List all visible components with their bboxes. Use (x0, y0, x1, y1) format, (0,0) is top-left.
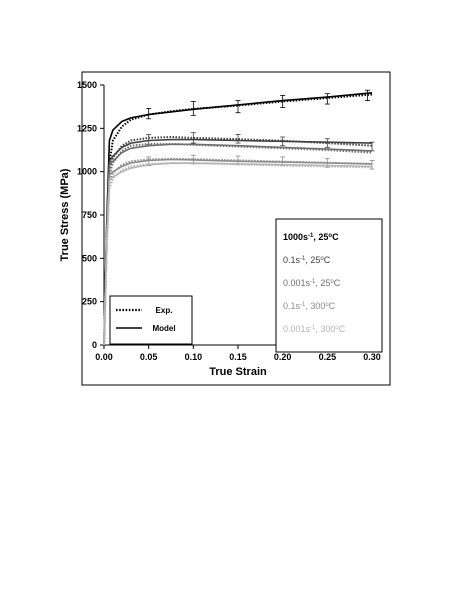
series-2-exp-line (103, 142, 373, 346)
y-tick-label: 1000 (77, 167, 97, 177)
series-1 (103, 132, 375, 346)
y-tick-label: 1500 (77, 80, 97, 90)
error-bar (235, 100, 241, 114)
x-tick-label: 0.00 (95, 352, 113, 362)
error-bar (190, 132, 196, 144)
error-bar (280, 95, 286, 108)
error-bar (146, 108, 152, 120)
x-tick-label: 0.25 (319, 352, 337, 362)
series-labels-box: 1000s-1, 25oC 0.1s-1, 25oC 0.001s-1, 25oC 0… (275, 218, 383, 353)
legend-model-label: Model (152, 324, 175, 333)
series-label-1: 0.1s-1, 25oC (283, 255, 331, 265)
y-tick-label: 1250 (77, 123, 97, 133)
series-4-exp-line (103, 161, 373, 346)
error-bar (280, 136, 286, 147)
legend: Exp. Model (109, 295, 193, 345)
plot-frame (81, 71, 391, 386)
series-2 (103, 142, 373, 346)
legend-box (109, 295, 193, 345)
series-label-2: 0.001s-1, 25oC (283, 278, 341, 288)
x-tick-label: 0.30 (363, 352, 381, 362)
series-labels-layer: 1000s-1, 25oC 0.1s-1, 25oC 0.001s-1, 25oC 0… (283, 232, 346, 334)
error-bar (324, 93, 330, 105)
error-bar (365, 89, 371, 101)
y-tick-label: 500 (82, 253, 97, 263)
x-tick-label: 0.15 (229, 352, 247, 362)
error-bar (324, 138, 330, 148)
series-layer (103, 89, 375, 346)
series-4 (103, 161, 373, 346)
series-label-0: 1000s-1, 25oC (283, 232, 339, 242)
legend-exp-label: Exp. (156, 306, 173, 315)
series-labels-frame (275, 218, 383, 353)
x-tick-label: 0.10 (185, 352, 203, 362)
error-bar (235, 133, 241, 144)
x-tick-label: 0.20 (274, 352, 292, 362)
error-bar (369, 159, 375, 170)
y-axis-title: True Stress (MPa) (59, 168, 71, 261)
y-tick-label: 750 (82, 210, 97, 220)
error-bar (190, 101, 196, 116)
series-label-3: 0.1s-1, 300oC (283, 301, 336, 311)
series-0 (103, 89, 373, 346)
y-tick-label: 0 (92, 340, 97, 350)
x-axis-title: True Strain (209, 366, 267, 378)
y-tick-label: 250 (82, 297, 97, 307)
x-tick-label: 0.05 (140, 352, 158, 362)
series-label-4: 0.001s-1, 300oC (283, 324, 346, 334)
